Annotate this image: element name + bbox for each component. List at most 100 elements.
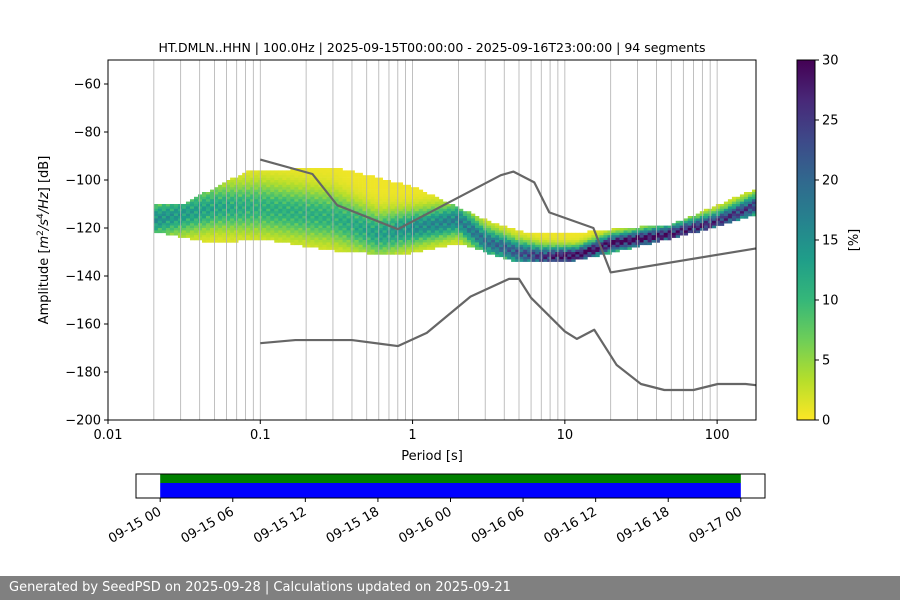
heatmap-cell (346, 218, 351, 222)
heatmap-cell (302, 201, 307, 205)
heatmap-cell (322, 232, 327, 236)
heatmap-cell (414, 208, 420, 212)
heatmap-cell (294, 232, 299, 236)
heatmap-cell (254, 208, 259, 212)
heatmap-cell (322, 194, 327, 198)
heatmap-cell (286, 187, 291, 190)
heatmap-cell (206, 240, 211, 243)
heatmap-cell (322, 177, 327, 181)
heatmap-cell (254, 211, 259, 214)
heatmap-cell (346, 201, 351, 205)
heatmap-cell (298, 208, 303, 212)
heatmap-cell (358, 240, 363, 243)
heatmap-cell (366, 237, 371, 241)
heatmap-cell (326, 232, 331, 236)
heatmap-cell (466, 230, 472, 234)
heatmap-cell (414, 223, 420, 226)
heatmap-cell (370, 206, 375, 210)
timeline-tick-label: 09-15 12 (251, 504, 309, 546)
heatmap-cell (519, 252, 524, 255)
heatmap-cell (507, 244, 512, 248)
heatmap-cell (278, 220, 283, 224)
heatmap-cell (695, 225, 701, 229)
heatmap-cell (238, 211, 243, 214)
heatmap-cell (282, 228, 287, 231)
heatmap-cell (535, 235, 540, 238)
heatmap-cell (418, 199, 424, 202)
heatmap-cell (683, 230, 689, 234)
heatmap-cell (438, 242, 444, 246)
heatmap-cell (318, 242, 323, 246)
heatmap-cell (226, 220, 231, 224)
heatmap-cell (238, 194, 243, 198)
heatmap-cell (338, 189, 343, 193)
heatmap-cell (362, 244, 367, 248)
heatmap-cell (354, 232, 359, 236)
heatmap-cell (181, 218, 187, 222)
heatmap-cell (246, 206, 251, 210)
heatmap-cell (474, 218, 480, 222)
heatmap-cell (390, 206, 395, 210)
heatmap-cell (370, 244, 375, 248)
heatmap-cell (270, 170, 275, 174)
heatmap-cell (406, 244, 412, 248)
heatmap-cell (727, 213, 733, 217)
heatmap-cell (193, 199, 199, 202)
heatmap-cell (246, 208, 251, 212)
heatmap-cell (422, 192, 428, 195)
heatmap-cell (543, 240, 548, 243)
heatmap-cell (362, 194, 367, 198)
heatmap-cell (238, 204, 243, 207)
heatmap-cell (442, 213, 448, 217)
heatmap-cell (286, 235, 291, 238)
heatmap-cell (198, 213, 203, 217)
heatmap-cell (362, 180, 367, 183)
heatmap-cell (165, 206, 171, 210)
heatmap-cell (169, 225, 175, 229)
heatmap-cell (434, 225, 440, 229)
heatmap-cell (382, 237, 387, 241)
heatmap-cell (350, 184, 355, 188)
heatmap-cell (394, 182, 400, 186)
heatmap-cell (290, 213, 295, 217)
heatmap-cell (210, 230, 215, 234)
heatmap-cell (270, 204, 275, 207)
heatmap-cell (338, 184, 343, 188)
heatmap-cell (567, 256, 572, 260)
heatmap-cell (607, 235, 612, 238)
heatmap-cell (306, 235, 311, 238)
heatmap-cell (551, 235, 556, 238)
heatmap-cell (607, 232, 612, 236)
heatmap-cell (414, 194, 420, 198)
heatmap-cell (181, 230, 187, 234)
heatmap-cell (189, 216, 195, 219)
heatmap-cell (515, 259, 520, 262)
heatmap-cell (559, 232, 564, 236)
heatmap-cell (450, 225, 456, 229)
heatmap-cell (298, 237, 303, 241)
heatmap-cell (314, 206, 319, 210)
heatmap-cell (382, 249, 387, 253)
heatmap-cell (242, 220, 247, 224)
heatmap-cell (153, 220, 159, 224)
heatmap-cell (458, 213, 464, 217)
heatmap-cell (302, 208, 307, 212)
heatmap-cell (531, 240, 536, 243)
heatmap-cell (206, 208, 211, 212)
heatmap-cell (326, 182, 331, 186)
heatmap-cell (402, 237, 408, 241)
heatmap-cell (438, 244, 444, 248)
heatmap-cell (342, 196, 347, 200)
heatmap-cell (394, 240, 400, 243)
heatmap-cell (531, 247, 536, 250)
heatmap-cell (647, 228, 652, 231)
heatmap-cell (310, 230, 315, 234)
heatmap-cell (402, 225, 408, 229)
heatmap-cell (378, 206, 383, 210)
heatmap-cell (374, 213, 379, 217)
heatmap-cell (298, 240, 303, 243)
heatmap-cell (374, 189, 379, 193)
heatmap-cell (234, 180, 239, 183)
heatmap-cell (234, 211, 239, 214)
heatmap-cell (334, 244, 339, 248)
